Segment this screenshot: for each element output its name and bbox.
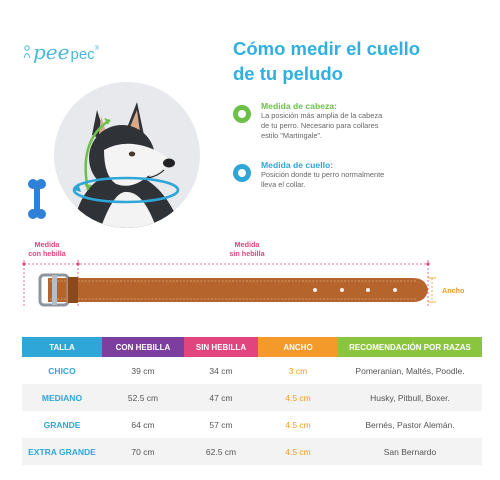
registered-mark: ® <box>94 46 100 52</box>
dog-illustration <box>54 82 200 228</box>
header-con-hebilla: CON HEBILLA <box>102 337 184 357</box>
head-measure-desc-2: de tu perro. Necesario para collares <box>261 121 379 130</box>
header-ancho: ANCHO <box>258 337 338 357</box>
neck-measure-info: Medida de cuello: Posición donde tu perr… <box>233 160 483 190</box>
cell-talla: CHICO <box>48 365 76 376</box>
cell-ancho: 4.5 cm <box>285 419 311 430</box>
cell-ancho: 3 cm <box>288 365 308 376</box>
cell-con-hebilla: 39 cm <box>131 365 155 376</box>
cell-sin-hebilla: 57 cm <box>209 419 233 430</box>
cell-razas: Bernés, Pastor Alemán. <box>365 419 455 430</box>
cell-sin-hebilla: 47 cm <box>184 384 258 411</box>
brand-logo: pee pec ® <box>22 40 99 64</box>
cell-razas: Pomeranian, Maltés, Poodle. <box>355 365 465 376</box>
cell-razas: San Bernardo <box>338 438 482 465</box>
head-measure-desc-1: La posición más amplia de la cabeza <box>261 111 383 120</box>
cell-sin-hebilla: 34 cm <box>209 365 233 376</box>
size-table: TALLA CON HEBILLA SIN HEBILLA ANCHO RECO… <box>22 337 482 465</box>
cell-con-hebilla: 52.5 cm <box>102 384 184 411</box>
header-sin-hebilla: SIN HEBILLA <box>184 337 258 357</box>
cell-talla: MEDIANO <box>22 384 102 411</box>
cell-talla: GRANDE <box>43 419 81 430</box>
cell-razas: Husky, Pitbull, Boxer. <box>338 384 482 411</box>
table-row: EXTRA GRANDE 70 cm 62.5 cm 4.5 cm San Be… <box>22 438 482 465</box>
head-measure-ring <box>84 118 111 191</box>
cell-talla: EXTRA GRANDE <box>22 438 102 465</box>
cell-ancho: 4.5 cm <box>258 438 338 465</box>
label-ancho: Ancho <box>442 286 465 295</box>
title-line-1: Cómo medir el cuello <box>233 38 421 59</box>
table-header-row: TALLA CON HEBILLA SIN HEBILLA ANCHO RECO… <box>22 337 482 357</box>
table-row: CHICO 39 cm 34 cm 3 cm Pomeranian, Malté… <box>22 357 482 384</box>
bone-icon <box>28 179 46 219</box>
label-con-hebilla: Medida con hebilla <box>22 240 72 258</box>
head-measure-title: Medida de cabeza: <box>261 101 337 111</box>
cell-sin-hebilla: 62.5 cm <box>184 438 258 465</box>
title-line-2: de tu peludo <box>233 63 343 84</box>
label-sin-hebilla-line1: Medida <box>234 240 260 249</box>
cell-con-hebilla: 64 cm <box>131 419 155 430</box>
page-title: Cómo medir el cuello de tu peludo <box>233 36 493 86</box>
label-sin-hebilla-line2: sin hebilla <box>229 249 265 258</box>
collar-illustration <box>22 260 436 307</box>
label-con-hebilla-line1: Medida <box>34 240 60 249</box>
head-measure-icon <box>233 105 251 123</box>
cell-ancho: 4.5 cm <box>258 384 338 411</box>
neck-measure-desc-1: Posición donde tu perro normalmente <box>261 170 385 179</box>
header-razas: RECOMENDACIÓN POR RAZAS <box>338 337 482 357</box>
head-measure-info: Medida de cabeza: La posición más amplia… <box>233 101 483 141</box>
head-measure-desc-3: estilo "Martingale". <box>261 131 323 140</box>
paw-icon <box>23 45 31 59</box>
neck-measure-desc-2: lleva el collar. <box>261 180 306 189</box>
logo-text-pee: pee <box>33 40 70 64</box>
label-sin-hebilla: Medida sin hebilla <box>222 240 272 258</box>
cell-con-hebilla: 70 cm <box>102 438 184 465</box>
label-con-hebilla-line2: con hebilla <box>28 249 66 258</box>
neck-measure-title: Medida de cuello: <box>261 160 334 170</box>
logo-text-pec: pec <box>70 46 95 63</box>
table-row: GRANDE 64 cm 57 cm 4.5 cm Bernés, Pastor… <box>22 411 482 438</box>
neck-measure-icon <box>233 164 251 182</box>
header-talla: TALLA <box>22 337 102 357</box>
table-row: MEDIANO 52.5 cm 47 cm 4.5 cm Husky, Pitb… <box>22 384 482 411</box>
